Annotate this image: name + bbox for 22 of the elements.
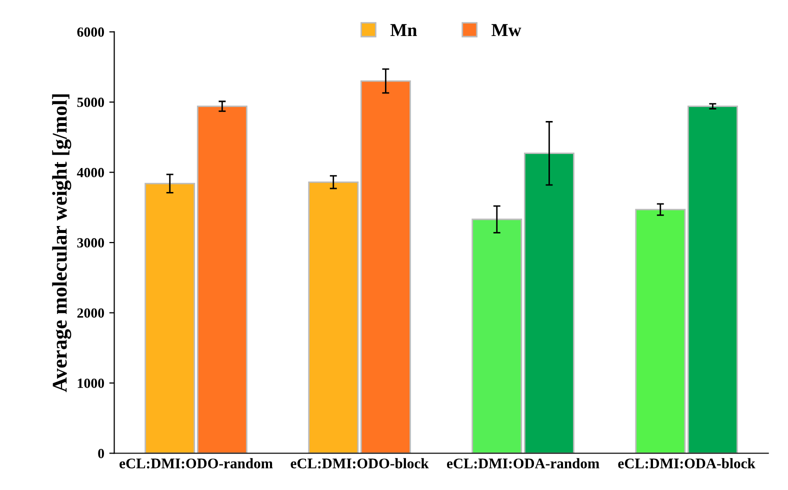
- bar: [687, 106, 738, 454]
- x-tick-label: eCL:DMI:ODA-block: [618, 458, 756, 468]
- bar: [308, 181, 359, 454]
- y-tick-label: 5000: [77, 98, 104, 108]
- bar: [196, 106, 248, 454]
- legend-label: Mn: [390, 24, 417, 36]
- bar: [524, 152, 574, 454]
- y-tick-label: 3000: [77, 238, 104, 248]
- x-tick-label: eCL:DMI:ODO-random: [120, 458, 273, 468]
- y-tick-label: 6000: [77, 27, 104, 37]
- x-tick-label: eCL:DMI:ODA-random: [446, 458, 600, 468]
- y-tick-label: 2000: [77, 308, 104, 318]
- y-tick-label: 4000: [76, 168, 104, 178]
- bar: [635, 208, 686, 454]
- y-tick-label: 0: [98, 448, 104, 458]
- bar: [360, 80, 411, 454]
- y-tick-label: 1000: [78, 378, 104, 388]
- legend-label: Mw: [492, 24, 522, 36]
- x-tick-label: eCL:DMI:ODO-block: [290, 458, 429, 468]
- bar: [144, 182, 196, 454]
- y-axis-title: Average molecular weight [g/mol]: [52, 94, 72, 392]
- bar: [472, 218, 522, 454]
